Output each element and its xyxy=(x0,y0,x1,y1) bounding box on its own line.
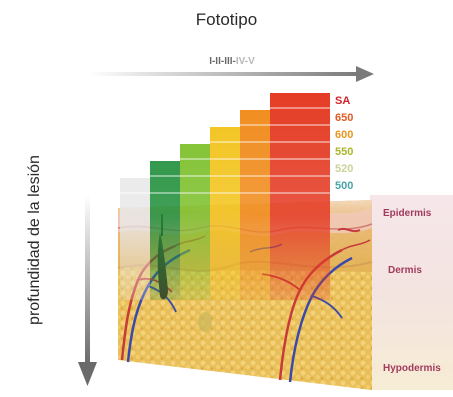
layer-label-epidermis: Epidermis xyxy=(383,208,432,219)
wavelength-band xyxy=(180,144,212,300)
wavelength-label: 520 xyxy=(335,163,353,175)
wavelength-label: SA xyxy=(335,95,350,107)
wavelength-label: 600 xyxy=(335,129,353,141)
layer-label-hypodermis: Hypodermis xyxy=(383,363,441,374)
layer-label-panel xyxy=(370,195,453,390)
wavelength-labels: SA 650 600 550 520 500 xyxy=(335,95,353,192)
wavelength-label: 500 xyxy=(335,180,353,192)
depth-arrow xyxy=(78,195,97,386)
diagram-title: Fototipo xyxy=(195,10,258,29)
phototype-scale-light: IV-V xyxy=(236,56,255,67)
wavelength-band xyxy=(150,161,182,300)
band-separators xyxy=(120,107,332,194)
wavelength-band xyxy=(240,110,272,300)
wavelength-bands xyxy=(120,93,330,300)
wavelength-band xyxy=(270,93,330,300)
wavelength-band xyxy=(210,127,242,300)
wavelength-label: 650 xyxy=(335,112,353,124)
phototype-arrow xyxy=(88,66,374,82)
wavelength-label: 550 xyxy=(335,146,353,158)
phototype-scale: I-II-III-IV-V xyxy=(209,56,255,67)
depth-axis-label: profundidad de la lesión xyxy=(26,155,43,325)
phototype-scale-dark: I-II-III- xyxy=(209,56,236,67)
wavelength-band xyxy=(120,178,152,300)
layer-label-dermis: Dermis xyxy=(388,265,422,276)
